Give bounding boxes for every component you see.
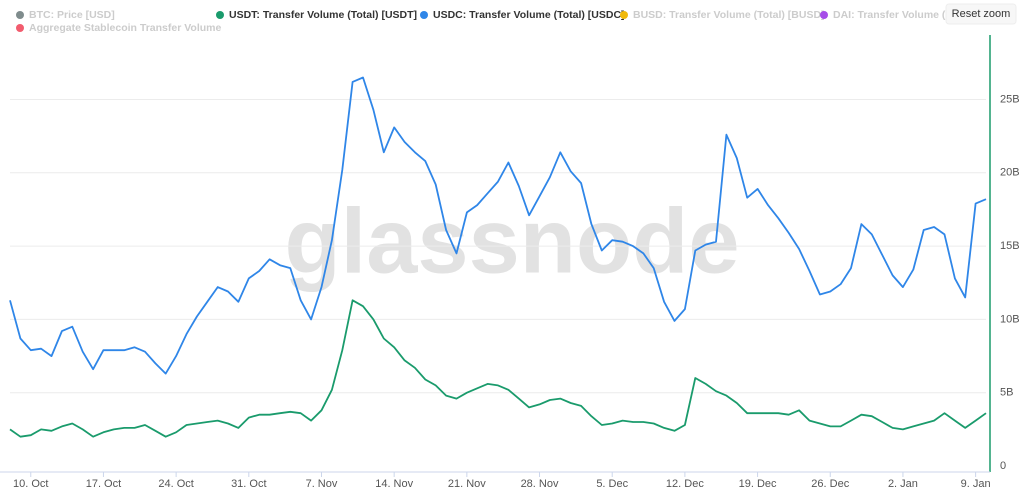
x-tick-label: 26. Dec xyxy=(811,478,849,490)
legend-label[interactable]: USDT: Transfer Volume (Total) [USDT] xyxy=(229,9,417,21)
series-line xyxy=(9,76,987,375)
legend-label[interactable]: BUSD: Transfer Volume (Total) [BUSD] xyxy=(633,9,825,21)
watermark: glassnode xyxy=(284,190,739,292)
legend-label[interactable]: Aggregate Stablecoin Transfer Volume xyxy=(29,22,222,34)
x-tick-label: 31. Oct xyxy=(231,478,266,490)
x-tick-label: 2. Jan xyxy=(888,478,918,490)
legend-label[interactable]: BTC: Price [USD] xyxy=(29,9,115,21)
legend-marker[interactable] xyxy=(216,11,224,19)
x-tick-label: 10. Oct xyxy=(13,478,48,490)
legend-label[interactable]: USDC: Transfer Volume (Total) [USDC] xyxy=(433,9,625,21)
y-tick-label: 5B xyxy=(1000,387,1013,399)
y-tick-label: 15B xyxy=(1000,240,1020,252)
x-tick-label: 21. Nov xyxy=(448,478,486,490)
x-tick-label: 12. Dec xyxy=(666,478,704,490)
y-tick-label: 20B xyxy=(1000,167,1020,179)
x-tick-label: 24. Oct xyxy=(158,478,193,490)
x-tick-label: 9. Jan xyxy=(961,478,991,490)
y-tick-label: 25B xyxy=(1000,93,1020,105)
legend-marker[interactable] xyxy=(620,11,628,19)
x-tick-label: 5. Dec xyxy=(596,478,628,490)
y-tick-label: 10B xyxy=(1000,313,1020,325)
y-tick-label: 0 xyxy=(1000,460,1006,472)
legend-marker[interactable] xyxy=(16,11,24,19)
reset-button-label[interactable]: Reset zoom xyxy=(952,8,1011,20)
series-line xyxy=(9,299,987,438)
x-tick-label: 14. Nov xyxy=(375,478,413,490)
reset-button[interactable] xyxy=(945,3,1017,25)
x-tick-label: 19. Dec xyxy=(739,478,777,490)
legend-marker[interactable] xyxy=(16,24,24,32)
x-tick-label: 17. Oct xyxy=(86,478,121,490)
x-tick-label: 7. Nov xyxy=(306,478,338,490)
x-tick-label: 28. Nov xyxy=(521,478,559,490)
legend-marker[interactable] xyxy=(820,11,828,19)
legend-marker[interactable] xyxy=(420,11,428,19)
